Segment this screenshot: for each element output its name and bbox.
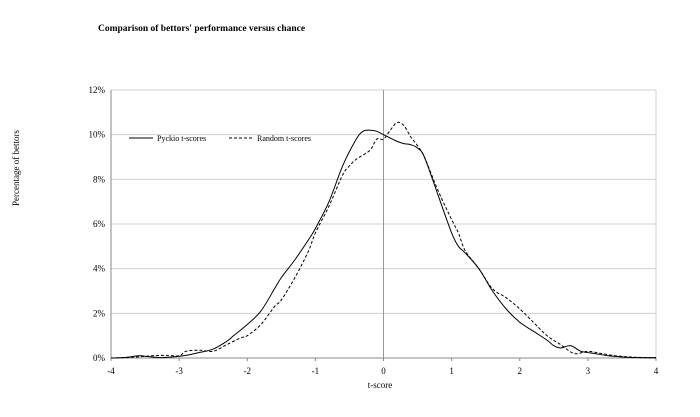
x-tick-label: 0 — [381, 366, 386, 376]
x-tick-label: 1 — [449, 366, 454, 376]
y-axis-title: Percentage of bettors — [11, 130, 21, 206]
x-tick-label: -3 — [175, 366, 183, 376]
x-axis-title: t-score — [368, 380, 393, 390]
y-tick-label: 2% — [93, 308, 106, 318]
tick-labels: 0% 2% 4% 6% 8% 10% 12% -4 -3 -2 -1 0 1 2 3 4 — [89, 85, 659, 376]
x-tick-label: 3 — [586, 366, 591, 376]
legend-label-1: Pyckio t-scores — [157, 134, 206, 143]
legend-label-2: Random t-scores — [257, 134, 311, 143]
x-tick-label: -4 — [107, 366, 115, 376]
x-tick-label: 4 — [654, 366, 659, 376]
chart-title: Comparison of bettors' performance versu… — [98, 24, 306, 34]
y-tick-label: 6% — [93, 219, 106, 229]
series-line-1 — [110, 129, 657, 359]
y-tick-label: 0% — [93, 353, 106, 363]
x-tick-label: -1 — [312, 366, 320, 376]
y-tick-label: 12% — [89, 85, 106, 95]
series-lines — [110, 121, 657, 359]
y-tick-label: 8% — [93, 174, 106, 184]
x-tick-label: -2 — [244, 366, 252, 376]
x-tick-label: 2 — [518, 366, 523, 376]
y-tick-label: 10% — [89, 130, 106, 140]
gridlines — [111, 89, 656, 314]
series-line-2 — [110, 121, 657, 359]
axes — [110, 90, 657, 361]
legend: Pyckio t-scores Random t-scores — [129, 134, 311, 143]
y-tick-label: 4% — [93, 264, 106, 274]
